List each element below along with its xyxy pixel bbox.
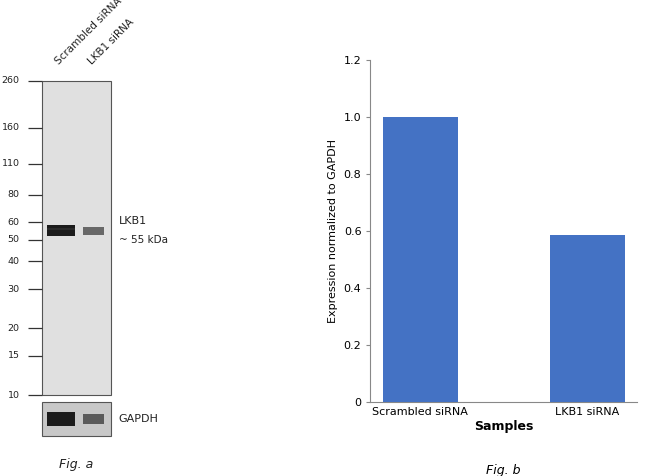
Bar — [550, 235, 625, 402]
Text: 20: 20 — [8, 324, 20, 333]
Bar — [47, 225, 75, 237]
Text: 40: 40 — [8, 257, 20, 266]
Text: LKB1: LKB1 — [118, 216, 147, 226]
Y-axis label: Expression normalized to GAPDH: Expression normalized to GAPDH — [328, 139, 338, 323]
Bar — [42, 402, 110, 436]
Text: ~ 55 kDa: ~ 55 kDa — [118, 235, 168, 245]
Text: 260: 260 — [1, 77, 20, 85]
Bar — [42, 81, 110, 395]
Text: 80: 80 — [8, 190, 20, 199]
Text: 60: 60 — [8, 218, 20, 227]
Text: Scrambled siRNA: Scrambled siRNA — [53, 0, 124, 67]
Text: 160: 160 — [1, 123, 20, 132]
Text: GAPDH: GAPDH — [118, 414, 159, 424]
Text: Fig. b: Fig. b — [486, 464, 521, 476]
X-axis label: Samples: Samples — [474, 420, 534, 433]
Text: Fig. a: Fig. a — [59, 457, 94, 471]
Text: 30: 30 — [7, 285, 20, 294]
Text: 50: 50 — [8, 236, 20, 244]
Bar — [383, 117, 458, 402]
Text: 110: 110 — [1, 159, 20, 169]
Bar — [83, 227, 104, 235]
Bar — [47, 228, 75, 229]
Bar — [47, 412, 75, 426]
Text: 10: 10 — [8, 391, 20, 399]
Bar — [83, 414, 104, 424]
Text: 15: 15 — [8, 351, 20, 360]
Text: LKB1 siRNA: LKB1 siRNA — [86, 17, 136, 67]
